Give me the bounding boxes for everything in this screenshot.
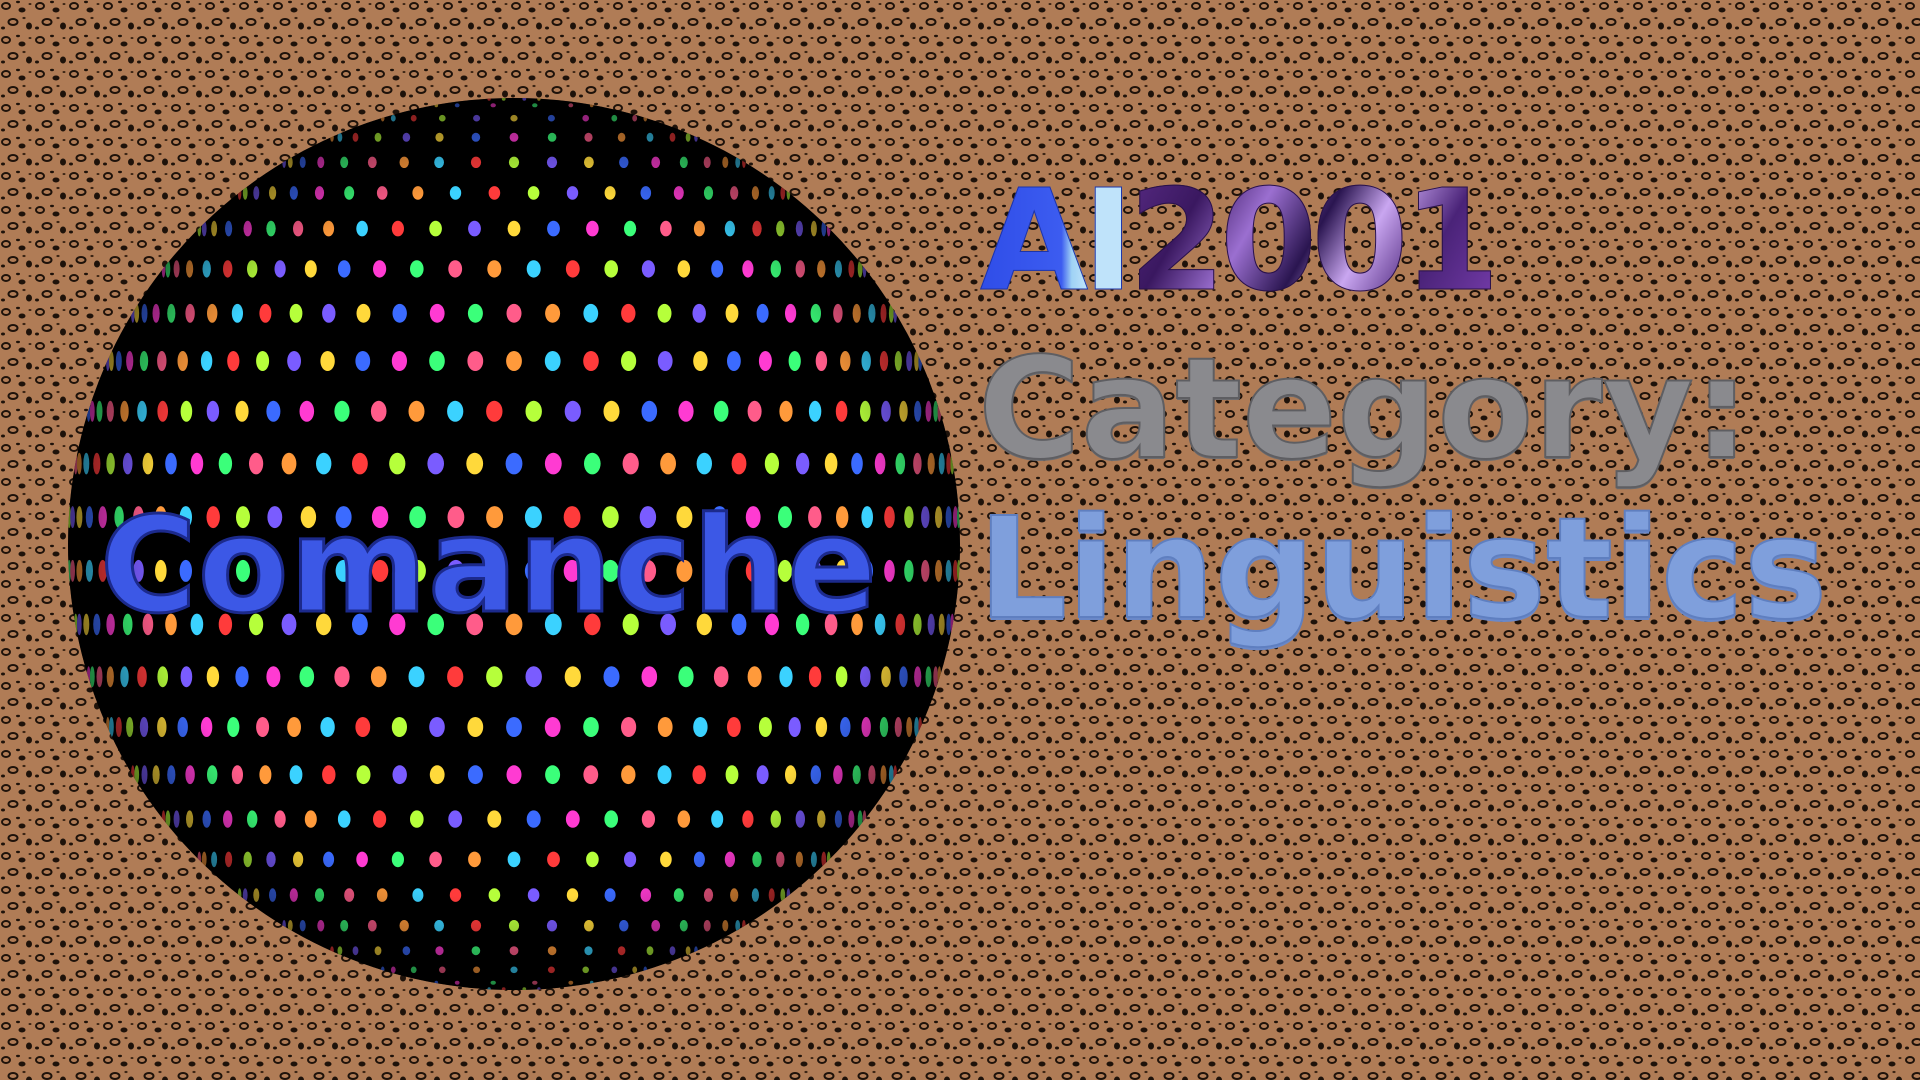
sphere-label: Comanche xyxy=(99,489,879,643)
title: AI2001 xyxy=(979,171,1500,312)
disco-sphere xyxy=(68,98,960,990)
category-label: Category: xyxy=(977,328,1751,491)
category-value: Linguistics xyxy=(977,488,1828,651)
title-year: 2001 xyxy=(1128,160,1501,323)
title-prefix: AI xyxy=(979,160,1134,323)
